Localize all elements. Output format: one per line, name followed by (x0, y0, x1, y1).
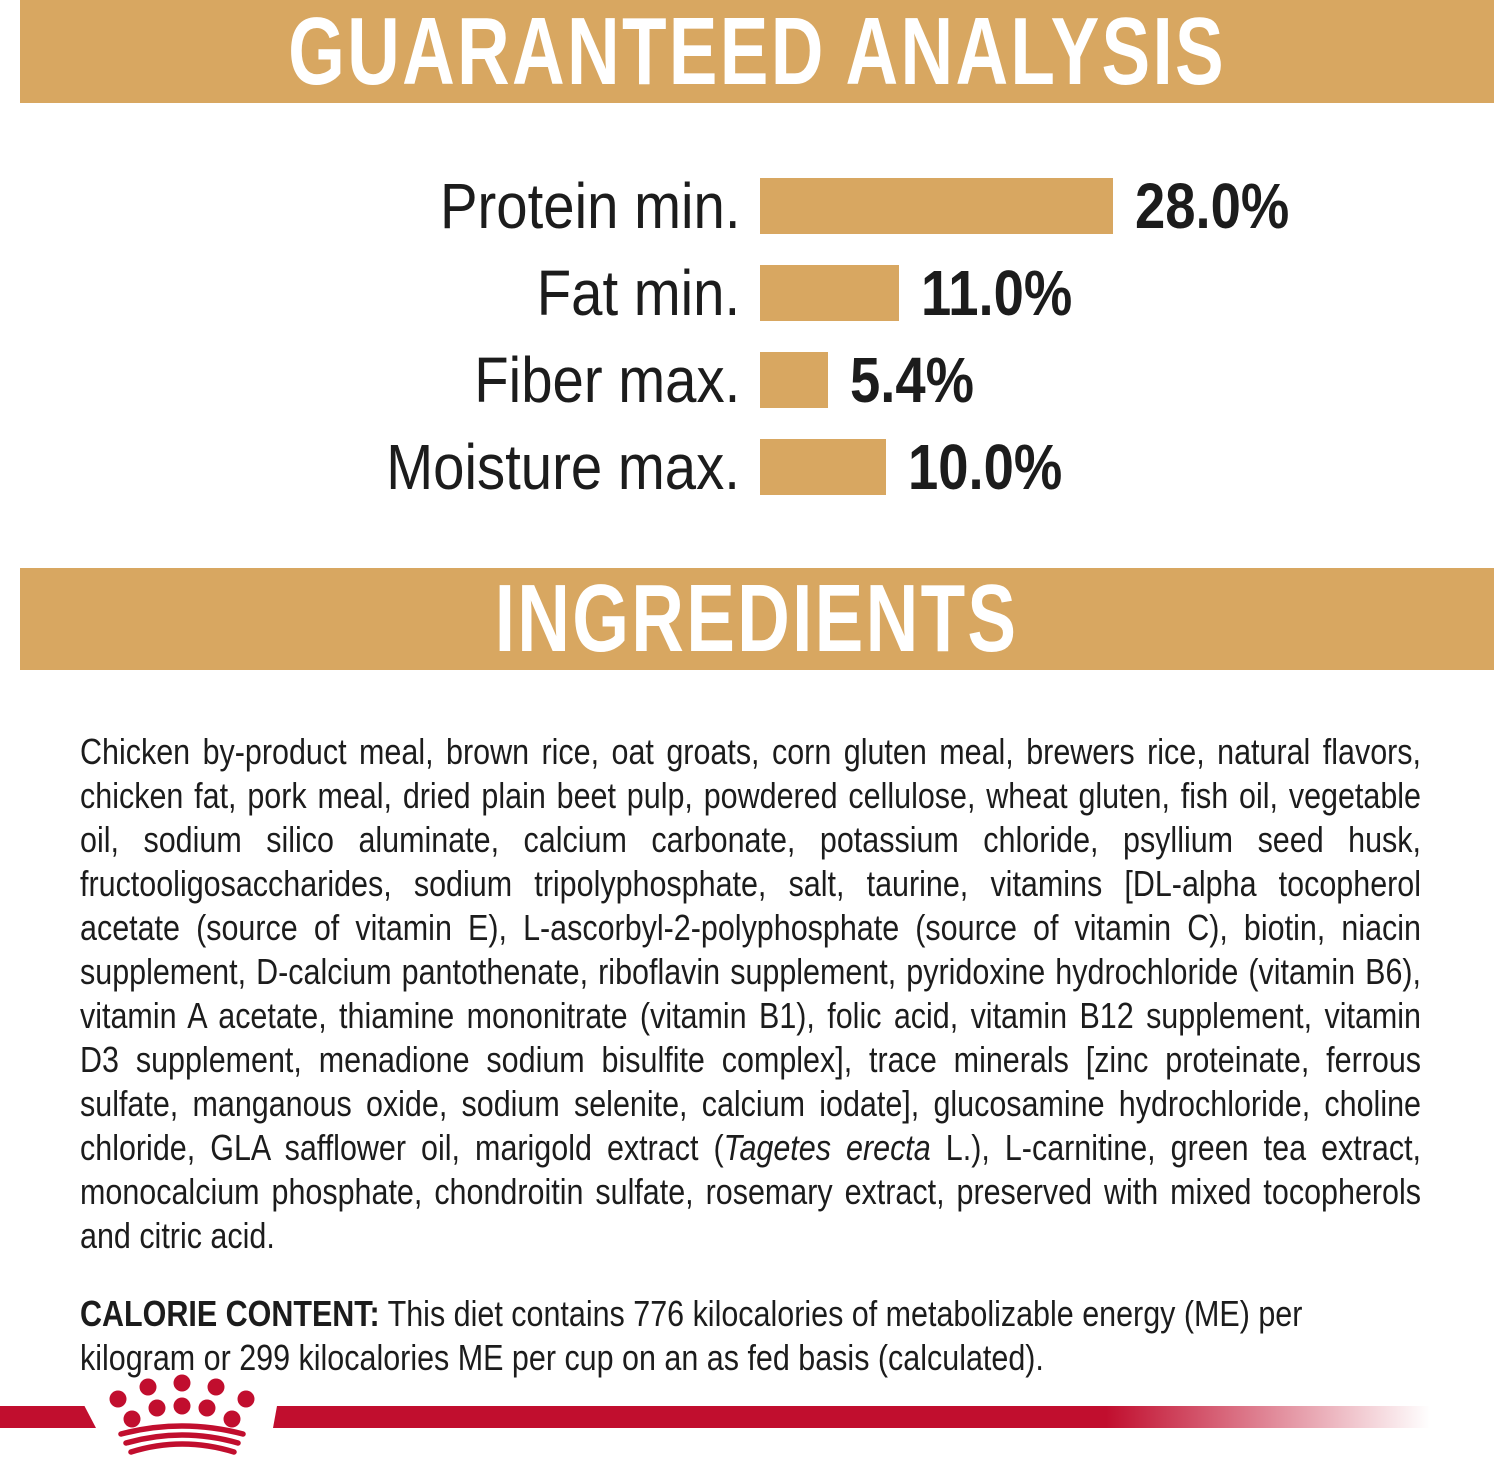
ingredients-text-start: Chicken by-product meal, brown rice, oat… (80, 731, 1422, 1168)
guaranteed-analysis-banner: GUARANTEED ANALYSIS (20, 0, 1494, 103)
chart-bar-fiber (760, 351, 829, 408)
crown-gems (109, 1374, 255, 1428)
chart-value-moisture: 10.0% (908, 430, 1063, 503)
ingredients-species-italic: Tagetes erecta (723, 1127, 931, 1168)
chart-label-fiber: Fiber max. (473, 343, 740, 416)
chart-value-fiber: 5.4% (850, 343, 975, 416)
chart-row-moisture: Moisture max. 10.0% (80, 423, 1316, 510)
guaranteed-analysis-chart: Protein min. 28.0% Fat min. 11.0% Fiber … (80, 162, 1316, 510)
chart-row-fiber: Fiber max. 5.4% (80, 336, 1316, 423)
footer-stripe-right (273, 1406, 1430, 1428)
chart-row-fat: Fat min. 11.0% (80, 249, 1316, 336)
chart-label-moisture: Moisture max. (386, 430, 740, 503)
chart-value-fat: 11.0% (920, 256, 1072, 329)
calorie-content-text: This diet contains 776 kilocalories of m… (80, 1293, 1303, 1378)
footer-stripe-left (0, 1406, 96, 1428)
royal-canin-crown-logo-icon (109, 1374, 255, 1455)
chart-bar-protein (760, 177, 1113, 234)
chart-bar-fat (760, 264, 899, 321)
guaranteed-analysis-title: GUARANTEED ANALYSIS (288, 0, 1226, 105)
chart-bar-moisture (760, 438, 886, 495)
crown-base-arcs (118, 1423, 246, 1455)
ingredients-paragraph: Chicken by-product meal, brown rice, oat… (80, 730, 1421, 1258)
ingredients-banner: INGREDIENTS (20, 568, 1494, 670)
ingredients-text-end: L.), L-carnitine, green tea extract, mon… (80, 1127, 1422, 1256)
calorie-content-paragraph: CALORIE CONTENT: This diet contains 776 … (80, 1292, 1421, 1380)
chart-label-fat: Fat min. (536, 256, 740, 329)
chart-label-protein: Protein min. (439, 169, 740, 242)
chart-row-protein: Protein min. 28.0% (80, 162, 1316, 249)
calorie-content-label: CALORIE CONTENT: (80, 1293, 380, 1334)
ingredients-title: INGREDIENTS (495, 565, 1019, 672)
chart-value-protein: 28.0% (1134, 169, 1290, 242)
